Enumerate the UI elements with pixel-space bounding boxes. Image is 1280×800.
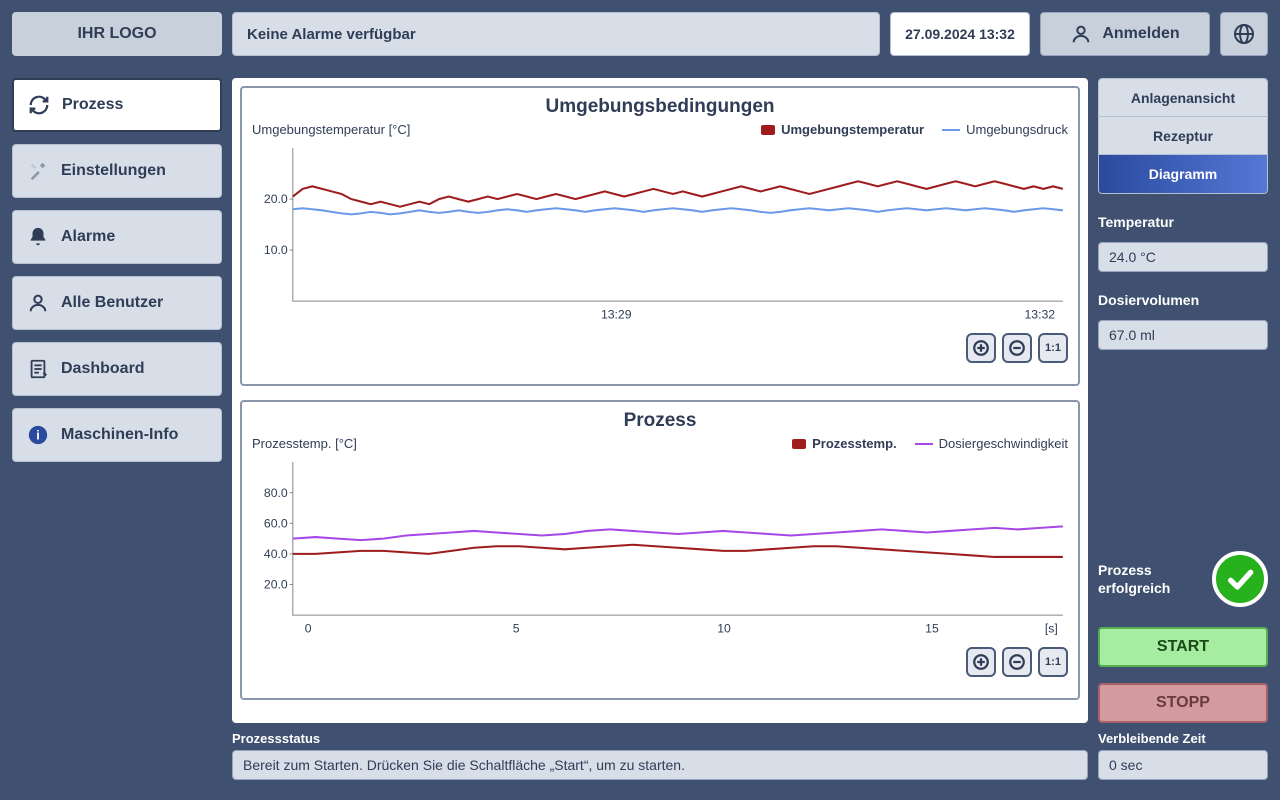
start-button[interactable]: START: [1098, 627, 1268, 667]
nav-item-einstellungen[interactable]: Einstellungen: [12, 144, 222, 198]
nav-label: Dashboard: [61, 360, 145, 378]
zoom-reset-button[interactable]: 1:1: [1038, 333, 1068, 363]
temp-label: Temperatur: [1098, 214, 1268, 230]
logo: IHR LOGO: [12, 12, 222, 56]
svg-text:20.0: 20.0: [264, 192, 288, 206]
nav-label: Prozess: [62, 96, 123, 114]
chart1-ylabel: Umgebungstemperatur [°C]: [252, 122, 743, 137]
chart1-title: Umgebungsbedingungen: [252, 96, 1068, 118]
zoom-out-button[interactable]: [1002, 333, 1032, 363]
process-status-value: Bereit zum Starten. Drücken Sie die Scha…: [232, 750, 1088, 780]
login-label: Anmelden: [1102, 25, 1179, 43]
svg-text:40.0: 40.0: [264, 547, 288, 561]
sidebar: Prozess Einstellungen Alarme Alle Benutzer D…: [12, 78, 222, 788]
chart-environment: Umgebungsbedingungen Umgebungstemperatur…: [240, 86, 1080, 386]
nav-label: Alarme: [61, 228, 115, 246]
chart2-svg: 20.0 40.0 60.0 80.0 0 5 10 15 [s]: [252, 457, 1068, 641]
info-icon: i: [27, 424, 49, 446]
legend-item: Prozesstemp.: [792, 436, 897, 451]
svg-text:[s]: [s]: [1045, 621, 1058, 635]
chart2-title: Prozess: [252, 410, 1068, 432]
tab-rezeptur[interactable]: Rezeptur: [1099, 117, 1267, 155]
nav-item-dashboard[interactable]: Dashboard: [12, 342, 222, 396]
language-button[interactable]: [1220, 12, 1268, 56]
login-button[interactable]: Anmelden: [1040, 12, 1210, 56]
svg-text:i: i: [36, 428, 40, 443]
view-tabs: AnlagenansichtRezepturDiagramm: [1098, 78, 1268, 194]
zoom-out-button[interactable]: [1002, 647, 1032, 677]
nav-item-alle-benutzer[interactable]: Alle Benutzer: [12, 276, 222, 330]
svg-text:13:29: 13:29: [601, 307, 632, 321]
datetime: 27.09.2024 13:32: [890, 12, 1030, 56]
nav-item-alarme[interactable]: Alarme: [12, 210, 222, 264]
nav-label: Maschinen-Info: [61, 426, 178, 444]
tab-anlagenansicht[interactable]: Anlagenansicht: [1099, 79, 1267, 117]
alarm-bar: Keine Alarme verfügbar: [232, 12, 880, 56]
zoom-in-button[interactable]: [966, 647, 996, 677]
chart2-ylabel: Prozesstemp. [°C]: [252, 436, 774, 451]
success-check-icon: [1212, 551, 1268, 607]
wrench-icon: [27, 160, 49, 182]
svg-text:15: 15: [925, 621, 939, 635]
legend-item: Dosiergeschwindigkeit: [915, 436, 1068, 451]
chart-process: Prozess Prozesstemp. [°C] Prozesstemp. D…: [240, 400, 1080, 700]
chart1-svg: 10.0 20.0 13:29 13:32: [252, 143, 1068, 327]
nav-label: Alle Benutzer: [61, 294, 163, 312]
svg-text:0: 0: [305, 621, 312, 635]
svg-text:20.0: 20.0: [264, 578, 288, 592]
svg-text:13:32: 13:32: [1024, 307, 1055, 321]
svg-text:60.0: 60.0: [264, 516, 288, 530]
vol-label: Dosiervolumen: [1098, 292, 1268, 308]
svg-text:5: 5: [513, 621, 520, 635]
globe-icon: [1232, 22, 1256, 46]
nav-label: Einstellungen: [61, 162, 166, 180]
svg-text:10.0: 10.0: [264, 243, 288, 257]
nav-item-maschinen-info[interactable]: i Maschinen-Info: [12, 408, 222, 462]
right-column: AnlagenansichtRezepturDiagramm Temperatu…: [1098, 78, 1268, 723]
process-success-text: Prozess erfolgreich: [1098, 561, 1202, 597]
vol-value: 67.0 ml: [1098, 320, 1268, 350]
time-remaining-label: Verbleibende Zeit: [1098, 731, 1268, 746]
zoom-reset-button[interactable]: 1:1: [1038, 647, 1068, 677]
legend-item: Umgebungstemperatur: [761, 122, 924, 137]
temp-value: 24.0 °C: [1098, 242, 1268, 272]
nav-item-prozess[interactable]: Prozess: [12, 78, 222, 132]
user-icon: [27, 292, 49, 314]
svg-text:10: 10: [717, 621, 731, 635]
time-remaining-value: 0 sec: [1098, 750, 1268, 780]
tab-diagramm[interactable]: Diagramm: [1099, 155, 1267, 193]
process-status-label: Prozessstatus: [232, 731, 1088, 746]
clipboard-icon: [27, 358, 49, 380]
svg-text:80.0: 80.0: [264, 486, 288, 500]
zoom-in-button[interactable]: [966, 333, 996, 363]
legend-item: Umgebungsdruck: [942, 122, 1068, 137]
refresh-icon: [28, 94, 50, 116]
stop-button[interactable]: STOPP: [1098, 683, 1268, 723]
bell-icon: [27, 226, 49, 248]
user-icon: [1070, 23, 1092, 45]
charts-panel: Umgebungsbedingungen Umgebungstemperatur…: [232, 78, 1088, 723]
